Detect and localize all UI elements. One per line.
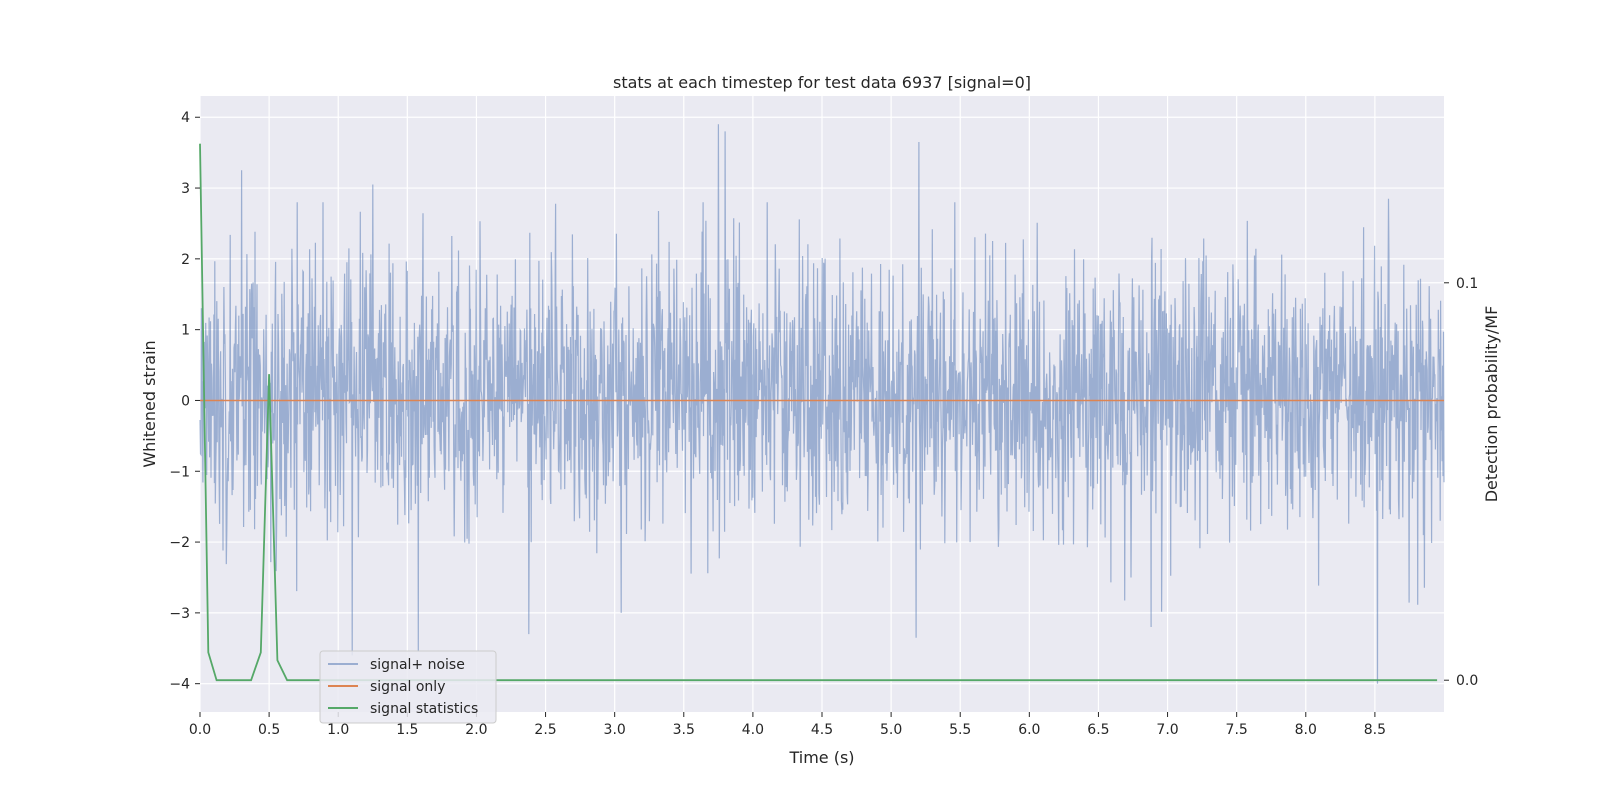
- y-tick-label: −4: [169, 677, 190, 693]
- legend-label-signal-statistics: signal statistics: [370, 701, 478, 717]
- x-tick-label: 8.0: [1295, 722, 1317, 738]
- legend-label-signal-noise: signal+ noise: [370, 657, 465, 673]
- x-tick-label: 1.0: [327, 722, 349, 738]
- y-tick-label: 3: [181, 181, 190, 197]
- legend-label-signal-only: signal only: [370, 679, 445, 695]
- x-tick-label: 4.5: [811, 722, 833, 738]
- x-tick-label: 6.0: [1018, 722, 1040, 738]
- x-tick-label: 6.5: [1087, 722, 1109, 738]
- y-axis-right-label: Detection probability/MF: [1482, 306, 1501, 503]
- y-tick-label: −1: [169, 464, 190, 480]
- axes-layer: 0.0 0.5 1.0 1.5 2.0 2.5 3.0 3.5 4.0 4.5 5.0 5.5 6.0 6…: [169, 110, 1478, 738]
- chart-title: stats at each timestep for test data 693…: [613, 73, 1031, 92]
- x-tick-label: 1.5: [396, 722, 418, 738]
- y-tick-label: 0: [181, 393, 190, 409]
- series-layer: [199, 124, 1445, 684]
- x-axis-label: Time (s): [788, 748, 854, 767]
- y-right-tick-label: 0.1: [1456, 276, 1478, 292]
- y-tick-label: 4: [181, 110, 190, 126]
- x-tick-label: 4.0: [742, 722, 764, 738]
- series-signal-statistics-line: [199, 143, 1438, 682]
- y-tick-label: 2: [181, 252, 190, 268]
- x-tick-label: 5.5: [949, 722, 971, 738]
- y-tick-label: −3: [169, 606, 190, 622]
- x-tick-label: 7.0: [1156, 722, 1178, 738]
- x-tick-label: 3.5: [673, 722, 695, 738]
- x-tick-label: 5.0: [880, 722, 902, 738]
- series-signal-noise-line: [199, 124, 1445, 684]
- legend: signal+ noise signal only signal statist…: [319, 650, 497, 724]
- x-tick-label: 0.5: [258, 722, 280, 738]
- x-tick-label: 3.0: [604, 722, 626, 738]
- y-right-tick-label: 0.0: [1456, 673, 1478, 689]
- y-tick-label: −2: [169, 535, 190, 551]
- x-tick-label: 2.0: [465, 722, 487, 738]
- x-tick-label: 2.5: [534, 722, 556, 738]
- x-tick-label: 8.5: [1364, 722, 1386, 738]
- x-tick-label: 7.5: [1226, 722, 1248, 738]
- x-tick-label: 0.0: [189, 722, 211, 738]
- y-tick-label: 1: [181, 323, 190, 339]
- legend-box: [319, 650, 497, 724]
- y-axis-label: Whitened strain: [140, 340, 159, 467]
